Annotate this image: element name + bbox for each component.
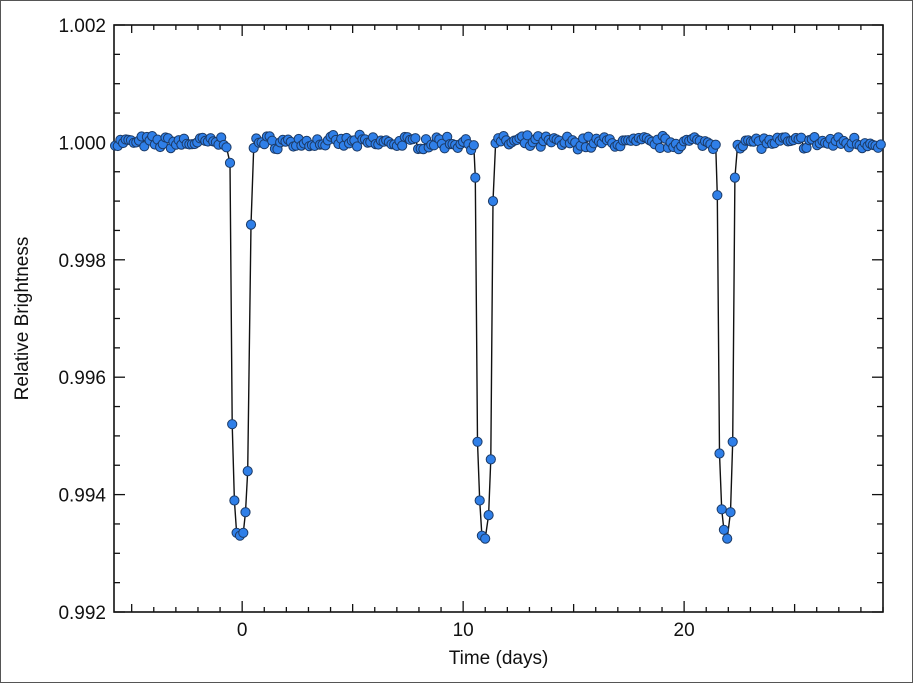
y-tick-label: 0.998 xyxy=(58,251,106,272)
data-point xyxy=(472,436,483,447)
data-point xyxy=(410,133,421,144)
data-point xyxy=(470,172,481,183)
data-point xyxy=(221,142,232,153)
x-tick-label: 10 xyxy=(453,620,474,641)
data-point xyxy=(875,139,886,150)
data-point xyxy=(397,140,408,151)
y-tick-label: 1.002 xyxy=(58,16,106,37)
plot-area xyxy=(113,24,884,613)
y-tick-label: 1.000 xyxy=(58,133,106,154)
data-point xyxy=(480,533,491,544)
axis-ticks xyxy=(114,24,884,613)
data-point xyxy=(245,219,257,230)
data-point xyxy=(729,172,741,183)
data-point xyxy=(229,495,240,506)
data-marks xyxy=(110,129,886,544)
data-point xyxy=(468,140,479,151)
data-point xyxy=(474,495,485,506)
data-point xyxy=(714,448,725,459)
data-point xyxy=(487,196,499,207)
data-point xyxy=(242,466,253,477)
data-point xyxy=(716,504,727,515)
data-point xyxy=(725,507,736,518)
y-axis-label: Relative Brightness xyxy=(12,237,33,401)
data-point xyxy=(240,507,251,518)
y-tick-label: 0.992 xyxy=(58,603,106,624)
data-point xyxy=(224,157,236,168)
x-tick-label: 20 xyxy=(674,620,695,641)
y-tick-label: 0.994 xyxy=(58,486,106,507)
x-tick-label: 0 xyxy=(237,620,248,641)
data-point xyxy=(718,524,730,535)
light-curve-line xyxy=(115,132,882,540)
data-point xyxy=(722,533,733,544)
data-point xyxy=(710,139,721,150)
data-point xyxy=(485,454,496,465)
y-tick-label: 0.996 xyxy=(58,368,106,389)
plot-border xyxy=(113,24,884,613)
data-point xyxy=(483,509,494,521)
x-axis-label: Time (days) xyxy=(449,648,549,669)
data-point xyxy=(727,436,738,447)
data-point xyxy=(227,419,238,430)
data-point xyxy=(352,141,363,152)
data-point xyxy=(238,527,249,538)
tick-labels: 0 10 20 0.992 0.994 0.996 0.998 1.000 1.002 xyxy=(58,16,694,641)
data-point xyxy=(712,190,723,201)
